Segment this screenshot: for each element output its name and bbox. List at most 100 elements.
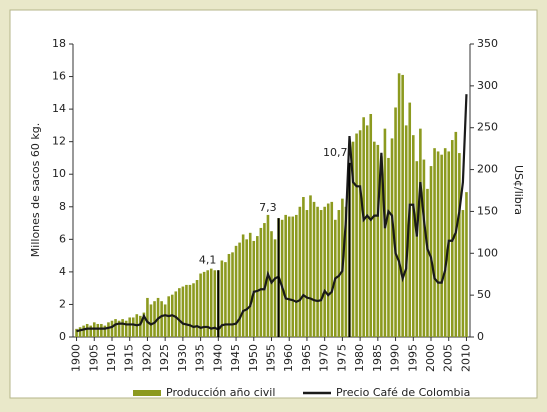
bar	[146, 297, 149, 337]
x-tick-label: 1945	[229, 344, 242, 372]
x-tick-label: 1950	[247, 344, 260, 372]
bar	[309, 195, 312, 337]
bar	[422, 159, 426, 337]
x-tick-label: 1990	[389, 344, 402, 372]
bar	[372, 141, 376, 337]
bar	[185, 284, 188, 337]
y2-tick-label: 350	[477, 37, 498, 50]
x-tick-label: 1905	[87, 344, 100, 372]
bar	[245, 239, 248, 337]
y2-tick-label: 200	[477, 163, 498, 176]
bar	[298, 206, 302, 337]
bar	[139, 315, 142, 337]
bar	[227, 253, 231, 337]
bar	[231, 252, 234, 337]
annotation-label: 7,3	[259, 201, 277, 214]
y2-tick-label: 250	[477, 121, 498, 134]
bar	[82, 325, 85, 337]
x-tick-label: 1980	[353, 344, 366, 372]
x-tick-label: 1965	[300, 344, 313, 372]
bar	[419, 128, 422, 337]
bar	[220, 260, 224, 337]
x-tick-label: 2000	[424, 344, 437, 372]
bar	[259, 227, 263, 337]
x-tick-label: 1960	[282, 344, 295, 372]
y-tick-label: 14	[52, 102, 66, 115]
bar	[280, 219, 284, 337]
bar	[383, 128, 387, 337]
bar	[436, 151, 440, 337]
x-tick-label: 1900	[70, 344, 83, 372]
bar	[390, 138, 394, 337]
bar	[380, 156, 383, 337]
bar	[142, 312, 146, 337]
y2-tick-label: 300	[477, 79, 498, 92]
x-tick-label: 2005	[442, 344, 455, 372]
bar	[160, 301, 163, 337]
bar	[426, 188, 429, 337]
bar	[85, 323, 89, 337]
x-tick-label: 1925	[158, 344, 171, 372]
x-tick-label: 1975	[335, 344, 348, 372]
bar	[323, 206, 326, 337]
x-tick-label: 2010	[459, 344, 472, 372]
bar	[284, 214, 287, 337]
bar	[401, 74, 404, 337]
bar	[174, 291, 178, 337]
annotation-label: 10,7	[323, 146, 348, 159]
bar	[291, 216, 295, 337]
bar	[131, 317, 135, 337]
bar	[75, 328, 78, 337]
bar	[351, 141, 355, 337]
bar	[287, 216, 291, 337]
bar	[273, 239, 277, 337]
bar	[178, 288, 181, 337]
bar	[319, 210, 323, 337]
bar	[358, 130, 362, 337]
bar	[394, 107, 397, 337]
x-tick-label: 1910	[105, 344, 118, 372]
y-tick-label: 6	[59, 232, 66, 245]
bar	[302, 197, 305, 337]
y2-tick-label: 0	[477, 330, 484, 343]
bar	[188, 284, 192, 337]
bar	[256, 236, 259, 337]
bar	[387, 157, 390, 337]
y-tick-label: 2	[59, 297, 66, 310]
bar	[461, 210, 465, 337]
bar	[107, 322, 110, 337]
y-tick-label: 0	[59, 330, 66, 343]
bar	[344, 206, 348, 337]
bar	[305, 210, 309, 337]
y-tick-label: 16	[52, 70, 66, 83]
y-tick-label: 4	[59, 265, 66, 278]
bar	[397, 73, 401, 338]
bar	[78, 327, 82, 337]
bar	[202, 271, 206, 337]
bar	[96, 323, 100, 337]
bar	[404, 125, 408, 337]
bar	[376, 144, 380, 337]
bar	[199, 273, 202, 337]
bar	[248, 232, 252, 337]
bar	[295, 214, 298, 337]
x-tick-label: 1995	[406, 344, 419, 372]
bar	[128, 317, 132, 337]
bar	[100, 323, 103, 337]
bar	[316, 206, 319, 337]
x-tick-label: 1930	[176, 344, 189, 372]
bar	[163, 304, 167, 337]
bar	[149, 304, 153, 337]
bar	[365, 125, 369, 337]
y-tick-label: 12	[52, 135, 66, 148]
bar	[114, 319, 117, 337]
bar	[433, 148, 436, 337]
bar	[153, 301, 156, 337]
bar	[362, 117, 365, 337]
bar	[213, 270, 217, 337]
bar	[224, 262, 227, 337]
y2-axis-label: US¢/libra	[512, 165, 525, 215]
legend-label: Precio Café de Colombia	[336, 386, 470, 399]
x-tick-label: 1955	[265, 344, 278, 372]
